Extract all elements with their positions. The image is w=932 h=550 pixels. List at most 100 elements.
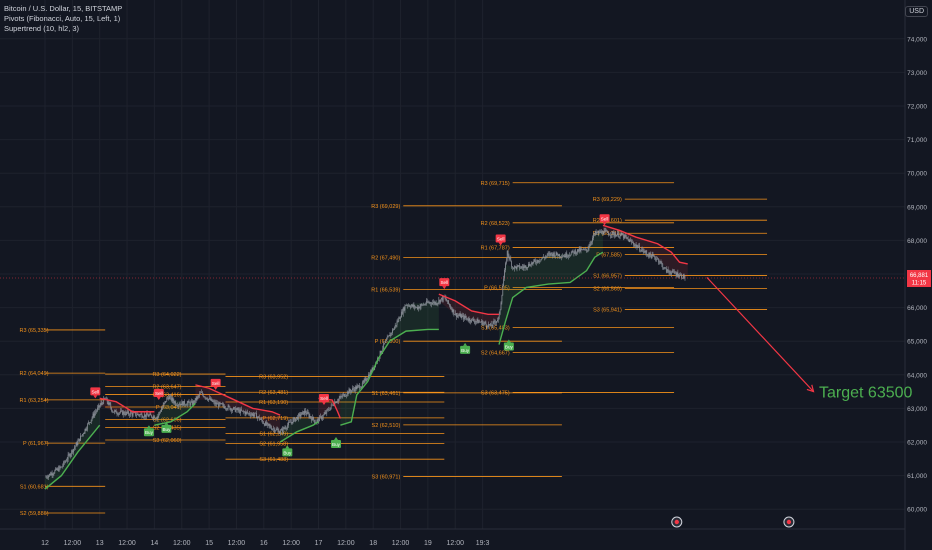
- candle-body: [103, 398, 105, 404]
- candle-body: [612, 231, 614, 233]
- x-tick-label: 12:00: [64, 540, 82, 547]
- candle-body: [596, 232, 598, 234]
- buy-label-pointer: [463, 342, 468, 346]
- candle-body: [353, 389, 355, 392]
- candle-body: [618, 236, 620, 238]
- candle-body: [409, 305, 410, 307]
- candle-body: [558, 254, 560, 257]
- buy-label-text: Buy: [162, 427, 171, 432]
- candle-body: [185, 404, 186, 406]
- candle-body: [623, 234, 625, 239]
- event-marker-icon[interactable]: [671, 516, 683, 528]
- candle-body: [251, 413, 253, 415]
- candle-body: [256, 412, 257, 419]
- candle-body: [369, 374, 370, 377]
- candle-body: [410, 305, 412, 308]
- candle-body: [413, 305, 415, 307]
- candle-body: [350, 391, 352, 392]
- candle-body: [116, 413, 118, 414]
- candle-body: [683, 274, 685, 278]
- candle-body: [489, 323, 491, 326]
- candle-body: [174, 401, 176, 403]
- candle-body: [496, 321, 497, 323]
- candle-body: [424, 304, 425, 306]
- pivot-label-r2: R2 (67,490): [371, 256, 400, 262]
- buy-label-text: Buy: [145, 430, 154, 435]
- x-tick-label: 12:00: [282, 540, 300, 547]
- candle-body: [662, 264, 664, 269]
- event-marker-dot: [786, 519, 792, 525]
- candle-body: [308, 413, 310, 418]
- candle-body: [428, 302, 430, 303]
- candle-body: [346, 391, 348, 396]
- candle-body: [299, 413, 301, 417]
- candle-body: [345, 396, 346, 397]
- candle-body: [569, 255, 570, 256]
- candle-body: [418, 306, 420, 309]
- candle-body: [304, 410, 305, 415]
- candle-body: [241, 410, 243, 412]
- candle-body: [184, 401, 185, 405]
- candle-body: [179, 403, 181, 405]
- candle-body: [419, 306, 421, 309]
- candle-body: [553, 253, 554, 257]
- sell-signal: Sell: [210, 378, 221, 390]
- candle-body: [124, 414, 126, 415]
- pivots-indicator-label[interactable]: Pivots (Fibonacci, Auto, 15, Left, 1): [4, 14, 121, 23]
- candle-body: [341, 396, 343, 398]
- candle-body: [348, 389, 350, 394]
- candle-body: [86, 428, 88, 430]
- candle-body: [446, 299, 448, 302]
- candle-body: [588, 246, 590, 249]
- candle-body: [511, 261, 513, 267]
- candle-body: [363, 380, 365, 383]
- candle-body: [82, 433, 84, 435]
- arrow-head: [806, 384, 815, 393]
- candle-body: [108, 402, 110, 405]
- symbol-title[interactable]: Bitcoin / U.S. Dollar, 15, BITSTAMP: [4, 4, 123, 13]
- candle-body: [535, 260, 537, 263]
- candle-body: [585, 248, 586, 250]
- buy-signal: Buy: [282, 445, 293, 457]
- candle-body: [567, 256, 569, 258]
- candle-body: [407, 305, 409, 306]
- candle-body: [342, 394, 344, 397]
- candle-body: [481, 320, 483, 325]
- supertrend-indicator-label[interactable]: Supertrend (10, hl2, 3): [4, 24, 80, 33]
- event-marker-icon[interactable]: [783, 516, 795, 528]
- candle-body: [228, 405, 230, 407]
- candle-body: [51, 473, 53, 476]
- pivot-levels: R3 (65,335) R2 (64,049) R1 (63,254) P (61,9…: [20, 181, 768, 517]
- candle-body: [101, 402, 103, 404]
- candle-body: [527, 267, 529, 268]
- x-tick-label: 17: [315, 540, 323, 547]
- currency-button[interactable]: USD: [905, 6, 928, 17]
- pivot-label-s3: S3 (60,971): [372, 475, 401, 481]
- candle-body: [191, 401, 193, 403]
- candle-body: [288, 422, 289, 426]
- candle-body: [149, 413, 151, 416]
- candle-body: [78, 438, 80, 442]
- candle-body: [478, 321, 480, 324]
- candle-body: [142, 417, 144, 418]
- x-tick-label: 14: [151, 540, 159, 547]
- candle-body: [421, 304, 423, 306]
- buy-label-pointer: [506, 339, 511, 343]
- y-tick-label: 65,000: [907, 339, 927, 346]
- candle-body: [641, 249, 643, 250]
- candle-body: [638, 245, 640, 248]
- candle-body: [669, 271, 671, 274]
- candle-body: [227, 405, 229, 410]
- sell-signal: Sell: [599, 214, 610, 226]
- candle-body: [665, 267, 666, 269]
- candle-body: [529, 265, 531, 267]
- candle-body: [151, 415, 153, 418]
- candle-body: [194, 398, 196, 403]
- pivot-label-r3: R3 (69,229): [593, 197, 622, 203]
- candle-body: [205, 397, 207, 399]
- candle-body: [197, 396, 199, 397]
- candle-body: [656, 258, 657, 260]
- candle-body: [401, 311, 403, 314]
- candle-body: [609, 234, 611, 236]
